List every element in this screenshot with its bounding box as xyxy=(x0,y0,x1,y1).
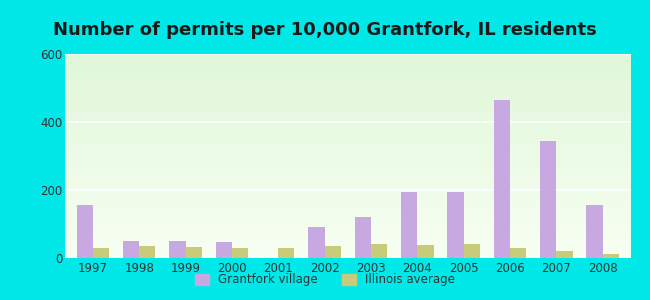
Bar xyxy=(355,217,371,258)
Legend: Grantfork village, Illinois average: Grantfork village, Illinois average xyxy=(190,269,460,291)
Bar xyxy=(603,254,619,258)
Text: Number of permits per 10,000 Grantfork, IL residents: Number of permits per 10,000 Grantfork, … xyxy=(53,21,597,39)
Bar xyxy=(216,242,232,258)
Bar xyxy=(586,205,603,258)
Bar xyxy=(123,241,139,258)
Bar xyxy=(463,244,480,258)
Bar xyxy=(77,205,93,258)
Bar xyxy=(278,248,294,258)
Bar xyxy=(494,100,510,258)
Bar xyxy=(371,244,387,258)
Bar xyxy=(447,192,463,258)
Bar xyxy=(232,248,248,258)
Bar xyxy=(417,245,434,258)
Bar xyxy=(139,246,155,258)
Bar xyxy=(510,248,526,258)
Bar xyxy=(169,241,185,258)
Bar xyxy=(324,246,341,258)
Bar xyxy=(93,248,109,258)
Bar xyxy=(540,141,556,258)
Bar xyxy=(185,247,202,258)
Bar xyxy=(556,251,573,258)
Bar xyxy=(308,227,324,258)
Bar xyxy=(401,192,417,258)
